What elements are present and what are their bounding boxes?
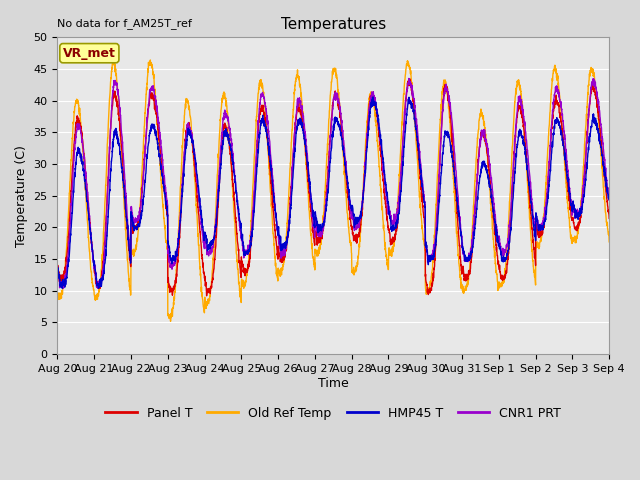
Old Ref Temp (595, 120, 602, 126)
Text: VR_met: VR_met (63, 47, 116, 60)
CNR1 PRT (116, 112, 124, 118)
Panel T (595, 111, 602, 117)
HMP45 T (266, 152, 273, 158)
HMP45 T (58, 286, 66, 291)
CNR1 PRT (289, 154, 297, 160)
X-axis label: Time: Time (318, 377, 349, 390)
HMP45 T (536, 227, 543, 232)
Y-axis label: Temperature (C): Temperature (C) (15, 144, 28, 247)
Old Ref Temp (116, 130, 124, 135)
HMP45 T (595, 133, 602, 139)
Old Ref Temp (266, 172, 273, 178)
CNR1 PRT (605, 197, 613, 203)
HMP45 T (116, 153, 124, 159)
Legend: Panel T, Old Ref Temp, HMP45 T, CNR1 PRT: Panel T, Old Ref Temp, HMP45 T, CNR1 PRT (100, 402, 566, 424)
HMP45 T (605, 197, 613, 203)
HMP45 T (289, 171, 297, 177)
Old Ref Temp (149, 70, 157, 76)
Line: Panel T: Panel T (58, 79, 609, 296)
Old Ref Temp (166, 318, 174, 324)
Panel T (54, 264, 61, 270)
CNR1 PRT (54, 264, 61, 269)
Panel T (149, 96, 157, 102)
Old Ref Temp (147, 57, 154, 63)
Line: HMP45 T: HMP45 T (58, 97, 609, 288)
Text: No data for f_AM25T_ref: No data for f_AM25T_ref (58, 18, 192, 29)
CNR1 PRT (405, 75, 413, 81)
HMP45 T (149, 125, 157, 131)
Panel T (266, 155, 273, 161)
CNR1 PRT (149, 83, 157, 89)
Panel T (116, 125, 124, 131)
Old Ref Temp (536, 243, 543, 249)
CNR1 PRT (536, 224, 543, 230)
Panel T (605, 216, 613, 221)
Panel T (406, 76, 413, 82)
HMP45 T (369, 94, 377, 100)
CNR1 PRT (266, 135, 273, 141)
HMP45 T (54, 265, 61, 271)
Panel T (536, 232, 543, 238)
CNR1 PRT (595, 98, 602, 104)
Old Ref Temp (289, 107, 297, 112)
Panel T (203, 293, 211, 299)
Line: CNR1 PRT: CNR1 PRT (58, 78, 609, 288)
Old Ref Temp (605, 239, 613, 245)
CNR1 PRT (94, 286, 102, 291)
Title: Temperatures: Temperatures (281, 17, 386, 32)
Old Ref Temp (54, 291, 61, 297)
Panel T (289, 155, 297, 160)
Line: Old Ref Temp: Old Ref Temp (58, 60, 609, 321)
